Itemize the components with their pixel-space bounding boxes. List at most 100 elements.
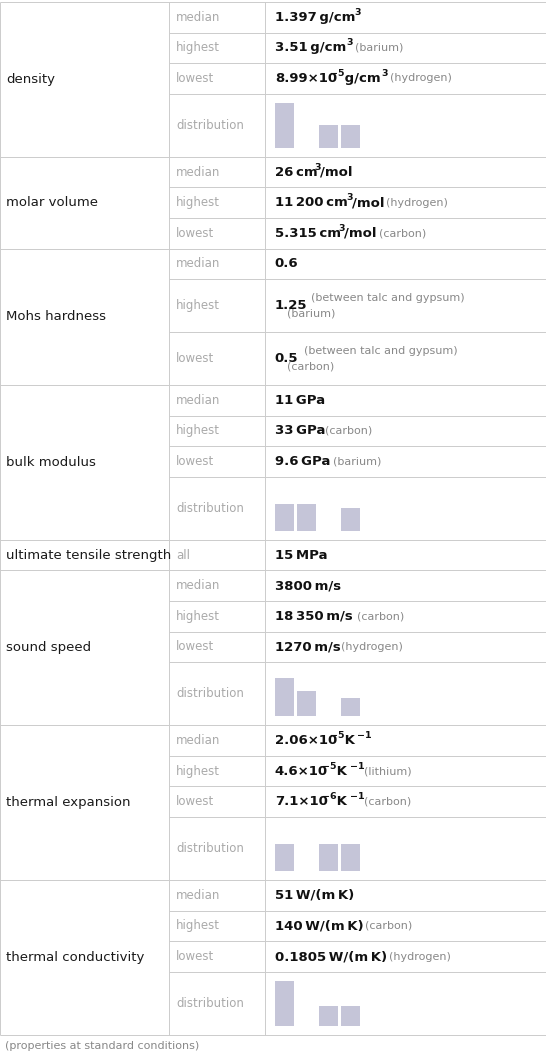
Text: highest: highest [176,299,220,312]
Text: 15 MPa: 15 MPa [275,549,327,561]
Text: K: K [342,734,354,747]
Text: 9.6 GPa: 9.6 GPa [275,455,330,468]
Text: lowest: lowest [176,950,215,963]
Text: 26 cm: 26 cm [275,165,317,179]
Text: highest: highest [176,919,220,933]
Text: highest: highest [176,41,220,54]
Text: 51 W/(m K): 51 W/(m K) [275,889,354,902]
Bar [275,981,294,1026]
Text: ultimate tensile strength: ultimate tensile strength [6,549,171,561]
Text: −5: −5 [322,761,337,771]
Text: thermal expansion: thermal expansion [6,796,130,809]
Text: 5.315 cm: 5.315 cm [275,227,341,239]
Text: 1.25: 1.25 [275,299,307,312]
Text: (carbon): (carbon) [357,611,404,622]
Text: K: K [334,765,347,777]
Text: (barium): (barium) [333,456,382,466]
Bar [341,125,360,148]
Text: (barium): (barium) [287,308,335,319]
Text: 3.51 g/cm: 3.51 g/cm [275,41,346,54]
Text: 11 200 cm: 11 200 cm [275,196,348,210]
Bar [319,1006,338,1026]
Text: −6: −6 [322,792,337,802]
Bar [297,692,316,717]
Text: (carbon): (carbon) [325,426,372,436]
Text: 3800 m/s: 3800 m/s [275,579,341,592]
Text: (hydrogen): (hydrogen) [389,952,450,962]
Text: median: median [176,889,221,902]
Text: lowest: lowest [176,795,215,808]
Text: lowest: lowest [176,455,215,468]
Bar [341,698,360,717]
Text: 0.6: 0.6 [275,257,299,270]
Text: density: density [6,73,55,86]
Bar [275,504,294,531]
Text: 2.06×10: 2.06×10 [275,734,337,747]
Bar [275,844,294,872]
Text: 3: 3 [354,7,360,17]
Text: (between talc and gypsum): (between talc and gypsum) [311,292,465,303]
Text: highest: highest [176,765,220,777]
Text: 11 GPa: 11 GPa [275,394,325,407]
Text: (barium): (barium) [355,42,403,53]
Bar [275,678,294,717]
Bar [319,844,338,872]
Text: lowest: lowest [176,641,215,653]
Text: lowest: lowest [176,352,215,365]
Text: 3: 3 [314,163,321,172]
Text: 8.99×10: 8.99×10 [275,72,337,85]
Text: distribution: distribution [176,997,244,1010]
Text: median: median [176,257,221,270]
Text: all: all [176,549,190,561]
Text: /mol: /mol [352,196,384,210]
Text: 3: 3 [346,193,353,202]
Text: distribution: distribution [176,502,244,515]
Text: bulk modulus: bulk modulus [6,456,96,469]
Bar [341,508,360,531]
Text: 3: 3 [381,69,388,78]
Text: −5: −5 [330,731,345,740]
Text: (lithium): (lithium) [364,766,412,776]
Text: median: median [176,11,221,23]
Text: 0.1805 W/(m K): 0.1805 W/(m K) [275,950,387,963]
Text: (hydrogen): (hydrogen) [390,73,452,84]
Text: molar volume: molar volume [6,196,98,210]
Bar [319,125,338,148]
Text: highest: highest [176,610,220,623]
Text: 4.6×10: 4.6×10 [275,765,328,777]
Text: K: K [334,795,347,808]
Text: 1.397 g/cm: 1.397 g/cm [275,11,355,23]
Text: distribution: distribution [176,119,244,131]
Text: −1: −1 [349,792,364,802]
Text: highest: highest [176,196,220,210]
Text: (carbon): (carbon) [364,796,411,807]
Text: 7.1×10: 7.1×10 [275,795,328,808]
Text: 3: 3 [338,223,345,233]
Text: −5: −5 [330,69,345,78]
Text: distribution: distribution [176,842,244,855]
Bar [275,103,294,148]
Text: (between talc and gypsum): (between talc and gypsum) [304,345,457,356]
Text: distribution: distribution [176,687,244,700]
Text: (properties at standard conditions): (properties at standard conditions) [5,1041,199,1051]
Text: (hydrogen): (hydrogen) [341,642,403,652]
Text: g/cm: g/cm [342,72,380,85]
Text: Mohs hardness: Mohs hardness [6,310,106,323]
Text: 18 350 m/s: 18 350 m/s [275,610,353,623]
Text: /mol: /mol [320,165,353,179]
Text: (hydrogen): (hydrogen) [387,198,448,208]
Bar [341,1006,360,1026]
Text: −1: −1 [358,731,372,740]
Text: thermal conductivity: thermal conductivity [6,951,144,964]
Text: (carbon): (carbon) [287,361,334,372]
Text: 1270 m/s: 1270 m/s [275,641,341,653]
Text: median: median [176,734,221,747]
Text: median: median [176,165,221,179]
Text: median: median [176,579,221,592]
Text: 33 GPa: 33 GPa [275,425,325,437]
Text: 140 W/(m K): 140 W/(m K) [275,919,364,933]
Text: lowest: lowest [176,227,215,239]
Text: lowest: lowest [176,72,215,85]
Text: (carbon): (carbon) [365,921,412,931]
Text: median: median [176,394,221,407]
